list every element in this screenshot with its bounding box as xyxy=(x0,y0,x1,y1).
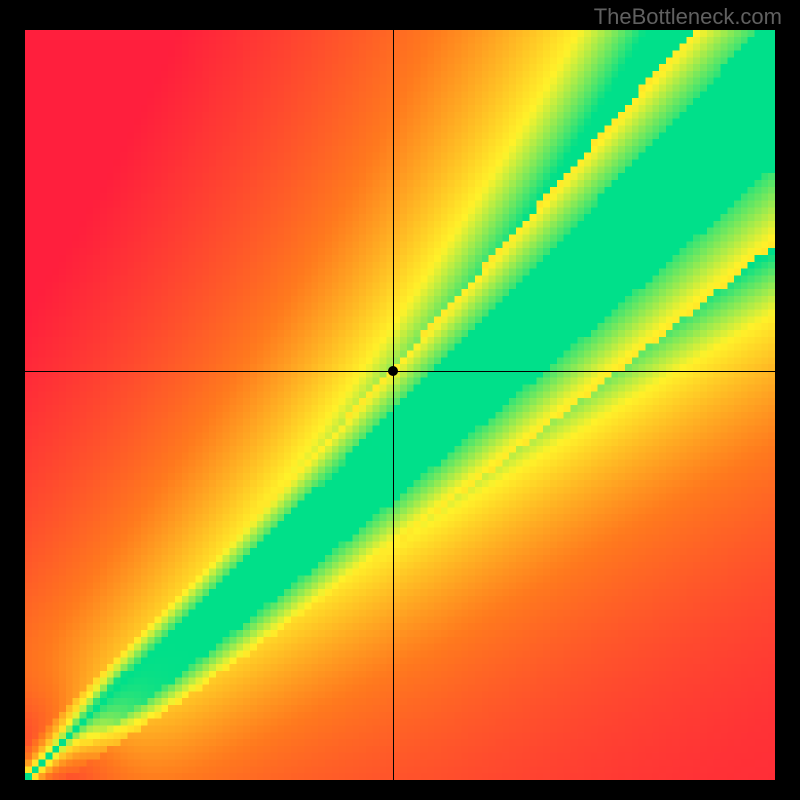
heatmap-canvas xyxy=(25,30,775,780)
watermark-text: TheBottleneck.com xyxy=(594,4,782,30)
chart-container: TheBottleneck.com xyxy=(0,0,800,800)
crosshair-horizontal xyxy=(25,371,775,372)
crosshair-vertical xyxy=(393,30,394,780)
heatmap-plot-area xyxy=(25,30,775,780)
crosshair-marker xyxy=(388,366,398,376)
